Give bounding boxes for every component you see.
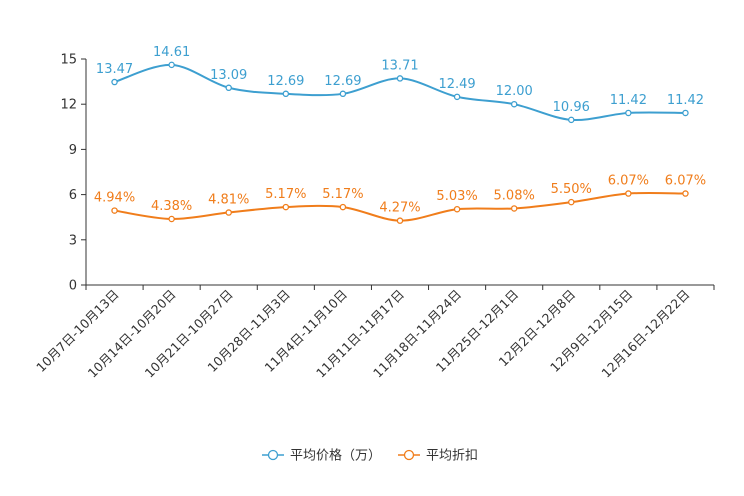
data-point	[282, 203, 290, 211]
data-point	[339, 203, 347, 211]
data-point	[111, 78, 118, 86]
data-label: 5.17%	[322, 187, 363, 202]
data-label: 11.42	[667, 93, 704, 108]
data-point	[396, 217, 404, 224]
y-tick-label: 3	[69, 233, 77, 248]
data-label: 13.47	[96, 62, 133, 77]
data-label: 4.81%	[208, 193, 249, 208]
data-point	[168, 61, 175, 69]
data-point	[225, 209, 232, 216]
data-point	[625, 190, 632, 197]
legend-item-avg-price[interactable]: 平均价格（万）	[262, 448, 381, 464]
data-label: 4.94%	[94, 191, 135, 206]
data-label: 4.38%	[151, 199, 192, 214]
data-label: 5.50%	[551, 182, 592, 197]
data-point	[568, 198, 575, 206]
y-tick-label: 9	[69, 143, 77, 158]
data-label: 11.42	[610, 93, 647, 108]
data-label: 12.69	[324, 74, 361, 89]
y-tick-label: 15	[60, 53, 77, 68]
data-label: 5.08%	[494, 188, 535, 203]
data-point	[111, 207, 118, 214]
data-point	[568, 116, 575, 124]
legend-item-avg-discount[interactable]: 平均折扣	[398, 449, 478, 464]
data-point	[396, 75, 404, 82]
series-avg-price: 13.47 14.61 13.09 12.69 12.69 13.71 12.49 12.00…	[96, 45, 704, 124]
y-tick-label: 12	[60, 98, 77, 113]
data-label: 5.03%	[436, 189, 477, 204]
data-label: 12.00	[496, 84, 533, 99]
data-point	[510, 205, 518, 212]
data-point	[339, 90, 347, 98]
data-label: 4.27%	[379, 201, 420, 216]
data-point	[282, 90, 290, 98]
data-label: 12.69	[267, 74, 304, 89]
legend-marker-icon	[403, 449, 415, 461]
data-label: 10.96	[553, 100, 590, 115]
data-point	[625, 109, 632, 117]
series-avg-discount: 4.94% 4.38% 4.81% 5.17% 5.17% 4.27% 5.03% 5.08%…	[94, 174, 706, 224]
y-tick-label: 0	[69, 279, 77, 294]
data-label: 6.07%	[665, 174, 706, 189]
data-point	[682, 109, 689, 117]
data-label: 5.17%	[265, 187, 306, 202]
data-point	[225, 84, 232, 92]
y-tick-label: 6	[69, 188, 77, 203]
data-point	[168, 215, 175, 223]
data-label: 14.61	[153, 45, 190, 60]
chart-series: 13.47 14.61 13.09 12.69 12.69 13.71 12.49 12.00…	[94, 45, 706, 224]
chart-legend[interactable]: 平均价格（万） 平均折扣	[262, 448, 478, 464]
legend-marker-icon	[267, 449, 279, 461]
data-label: 13.71	[381, 58, 418, 73]
legend-label: 平均折扣	[426, 449, 478, 464]
data-label: 13.09	[210, 68, 247, 83]
legend-label: 平均价格（万）	[290, 448, 381, 464]
data-point	[682, 190, 689, 197]
data-label: 6.07%	[608, 174, 649, 189]
data-point	[510, 100, 518, 108]
data-point	[453, 93, 461, 101]
data-point	[453, 205, 461, 213]
data-label: 12.49	[438, 77, 475, 92]
